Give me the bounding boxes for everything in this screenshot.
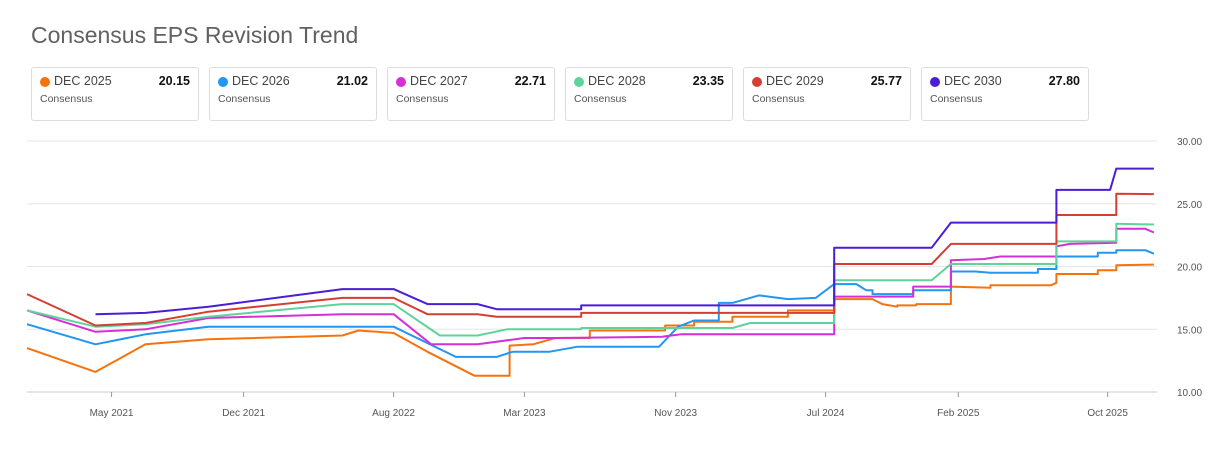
legend-card-dec-2029[interactable]: DEC 2029 25.77 Consensus [743, 67, 911, 121]
x-tick-label: May 2021 [90, 408, 134, 419]
legend-card-sub: Consensus [574, 93, 627, 105]
legend-card-sub: Consensus [930, 93, 983, 105]
legend-card-dec-2027[interactable]: DEC 2027 22.71 Consensus [387, 67, 555, 121]
series-line-dec-2030[interactable] [95, 167, 1154, 316]
series-color-dot [396, 77, 406, 87]
series-color-dot [752, 77, 762, 87]
chart-title: Consensus EPS Revision Trend [31, 22, 359, 48]
legend-card-name: DEC 2027 [410, 74, 468, 88]
legend-card-dec-2026[interactable]: DEC 2026 21.02 Consensus [209, 67, 377, 121]
legend-card-name: DEC 2029 [766, 74, 824, 88]
x-tick-label: Jul 2024 [807, 408, 845, 419]
x-tick-label: Aug 2022 [372, 408, 415, 419]
series-color-dot [218, 77, 228, 87]
x-tick-label: Mar 2023 [503, 408, 546, 419]
x-tick-label: Feb 2025 [937, 408, 980, 419]
legend-card-value: 23.35 [692, 74, 724, 88]
series-line-dec-2025[interactable] [26, 263, 1154, 377]
series-line-dec-2028[interactable] [26, 222, 1154, 337]
series-line-dec-2027[interactable] [26, 227, 1155, 346]
legend-card-sub: Consensus [396, 93, 449, 105]
legend-card-name: DEC 2026 [232, 74, 290, 88]
x-tick-label: Dec 2021 [222, 408, 265, 419]
y-tick-label: 15.00 [1177, 325, 1202, 336]
legend-card-name: DEC 2025 [54, 74, 112, 88]
y-tick-label: 30.00 [1177, 137, 1202, 148]
legend-card-value: 27.80 [1048, 74, 1080, 88]
legend-card-sub: Consensus [40, 93, 93, 105]
series-color-dot [40, 77, 50, 87]
legend-card-sub: Consensus [218, 93, 271, 105]
legend-card-value: 22.71 [514, 74, 546, 88]
legend-card-dec-2030[interactable]: DEC 2030 27.80 Consensus [921, 67, 1089, 121]
series-color-dot [574, 77, 584, 87]
legend-card-dec-2025[interactable]: DEC 2025 20.15 Consensus [31, 67, 199, 121]
x-tick-label: Nov 2023 [654, 408, 697, 419]
legend-card-value: 25.77 [870, 74, 902, 88]
legend-card-sub: Consensus [752, 93, 805, 105]
y-tick-label: 25.00 [1177, 200, 1202, 211]
y-tick-label: 20.00 [1177, 263, 1202, 274]
y-tick-label: 10.00 [1177, 388, 1202, 399]
legend-card-value: 21.02 [336, 74, 368, 88]
legend-card-dec-2028[interactable]: DEC 2028 23.35 Consensus [565, 67, 733, 121]
x-tick-label: Oct 2025 [1087, 408, 1128, 419]
legend-card-value: 20.15 [158, 74, 190, 88]
chart-panel: Consensus EPS Revision Trend DEC 2025 20… [4, 0, 1220, 468]
legend-card-name: DEC 2028 [588, 74, 646, 88]
legend-card-name: DEC 2030 [944, 74, 1002, 88]
series-color-dot [930, 77, 940, 87]
